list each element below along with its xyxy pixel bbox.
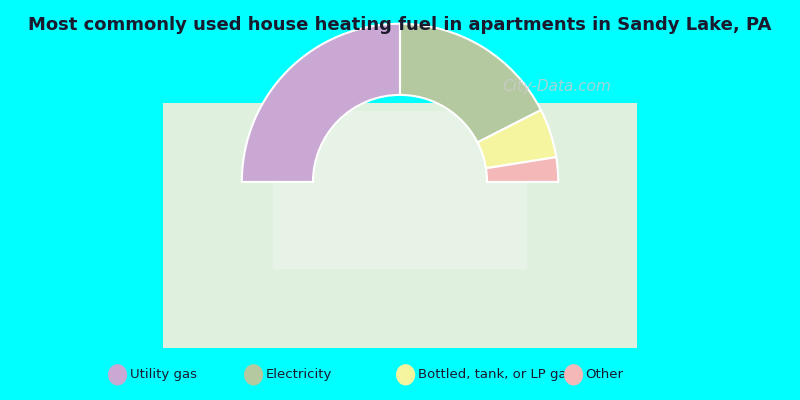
Ellipse shape <box>244 364 263 386</box>
Text: Most commonly used house heating fuel in apartments in Sandy Lake, PA: Most commonly used house heating fuel in… <box>28 16 772 34</box>
Wedge shape <box>478 110 556 168</box>
Ellipse shape <box>108 364 127 386</box>
Ellipse shape <box>564 364 583 386</box>
Bar <box>147 103 653 356</box>
Text: Bottled, tank, or LP gas: Bottled, tank, or LP gas <box>418 368 573 381</box>
Text: Utility gas: Utility gas <box>130 368 197 381</box>
Text: Other: Other <box>586 368 624 381</box>
Wedge shape <box>400 24 541 142</box>
Wedge shape <box>486 157 558 182</box>
Text: Electricity: Electricity <box>266 368 332 381</box>
Bar <box>274 111 526 269</box>
Ellipse shape <box>396 364 415 386</box>
Text: City-Data.com: City-Data.com <box>502 80 611 94</box>
Wedge shape <box>242 24 400 182</box>
